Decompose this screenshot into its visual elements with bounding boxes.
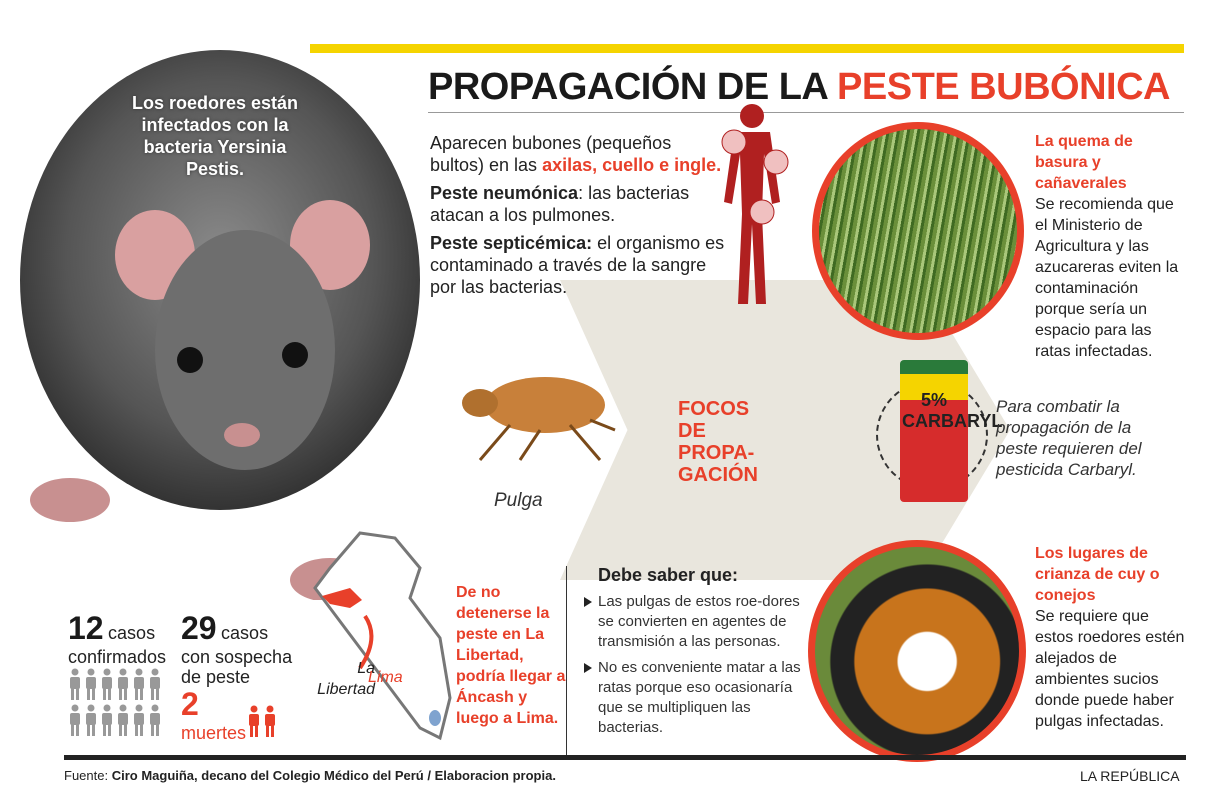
cuy-text: Se requiere que estos roedores estén ale…: [1035, 608, 1185, 730]
confirmed-number: 12: [68, 610, 104, 646]
pesticide-bag-label: 5% CARBARYL: [902, 390, 1003, 431]
rat-image: [20, 50, 420, 600]
cuy-heading: Los lugares de crianza de cuy o conejos: [1035, 545, 1160, 604]
quema-block: La quema de basura y cañaverales Se reco…: [1035, 131, 1185, 362]
list-item: Las pulgas de estos roe-dores se convier…: [584, 592, 804, 652]
title-part2: PESTE BUBÓNICA: [837, 66, 1170, 108]
pesticide-bag-image: [900, 360, 968, 502]
confirmed-label-2: confirmados: [68, 647, 167, 667]
focos-line: DE: [678, 420, 706, 442]
deaths-stat: 2 muertes: [181, 686, 291, 744]
deaths-number: 2: [181, 686, 199, 722]
focos-line: PROPA-: [678, 442, 755, 464]
confirmed-people-icons: [70, 668, 160, 736]
focos-line: FOCOS: [678, 398, 750, 420]
suspect-label-2: con sospecha de peste: [181, 647, 293, 687]
symptom-1-highlight: axilas, cuello e ingle.: [542, 155, 722, 175]
map-warning: De no detenerse la peste en La Libertad,…: [456, 584, 566, 727]
confirmed-stat: 12 casos confirmados: [68, 610, 166, 667]
debe-list: Las pulgas de estos roe-dores se convier…: [584, 592, 804, 744]
human-body-icon: [721, 104, 789, 304]
source-text: Ciro Maguiña, decano del Colegio Médico …: [111, 768, 556, 783]
source-note: Fuente: Ciro Maguiña, decano del Colegio…: [64, 768, 556, 783]
yellow-bar: [310, 44, 1184, 53]
symptom-3: el organismo es contaminado a través de …: [430, 233, 725, 297]
symptom-1: Aparecen bubones (pequeños bultos) en la…: [430, 133, 672, 175]
peru-map: [313, 531, 452, 741]
source-label: Fuente:: [64, 768, 112, 783]
guinea-pig-image: [808, 540, 1026, 762]
symptom-2: : las bacterias atacan a los pulmones.: [430, 183, 690, 225]
suspect-number: 29: [181, 610, 217, 646]
page-title: PROPAGACIÓN DE LA PESTE BUBÓNICA: [428, 66, 1170, 109]
flea-image: [462, 377, 616, 461]
quema-heading: La quema de basura y cañaverales: [1035, 133, 1133, 192]
map-label-region: La Libertad: [317, 660, 375, 698]
confirmed-label: casos: [108, 623, 156, 643]
quema-text: Se recomienda que el Ministerio de Agric…: [1035, 196, 1179, 360]
publisher-brand: LA REPÚBLICA: [1080, 768, 1180, 784]
map-label-lima: Lima: [368, 669, 403, 686]
focos-line: GACIÓN: [678, 464, 758, 486]
symptom-2-title: Peste neumónica: [430, 183, 579, 203]
flea-label: Pulga: [494, 490, 543, 511]
title-part1: PROPAGACIÓN DE LA: [428, 66, 838, 108]
pesticide-text: Para combatir la propagación de la peste…: [996, 397, 1142, 479]
suspect-label: casos: [221, 623, 269, 643]
bottom-bar: [64, 755, 1186, 760]
symptoms-text: Aparecen bubones (pequeños bultos) en la…: [430, 132, 730, 304]
divider: [566, 566, 567, 756]
deaths-people-icons: [249, 705, 275, 737]
focos-label: FOCOS DE PROPA- GACIÓN: [678, 398, 758, 486]
debe-heading: Debe saber que:: [598, 565, 739, 585]
sugarcane-image: [812, 122, 1024, 340]
rat-caption: Los roedores están infectados con la bac…: [131, 93, 299, 179]
list-item: No es conveniente matar a las ratas porq…: [584, 658, 804, 738]
title-divider: [428, 112, 1184, 113]
deaths-label: muertes: [181, 723, 247, 743]
symptom-3-title: Peste septicémica:: [430, 233, 593, 253]
cuy-block: Los lugares de crianza de cuy o conejos …: [1035, 543, 1185, 732]
suspect-stat: 29 casos con sospecha de peste: [181, 610, 301, 687]
